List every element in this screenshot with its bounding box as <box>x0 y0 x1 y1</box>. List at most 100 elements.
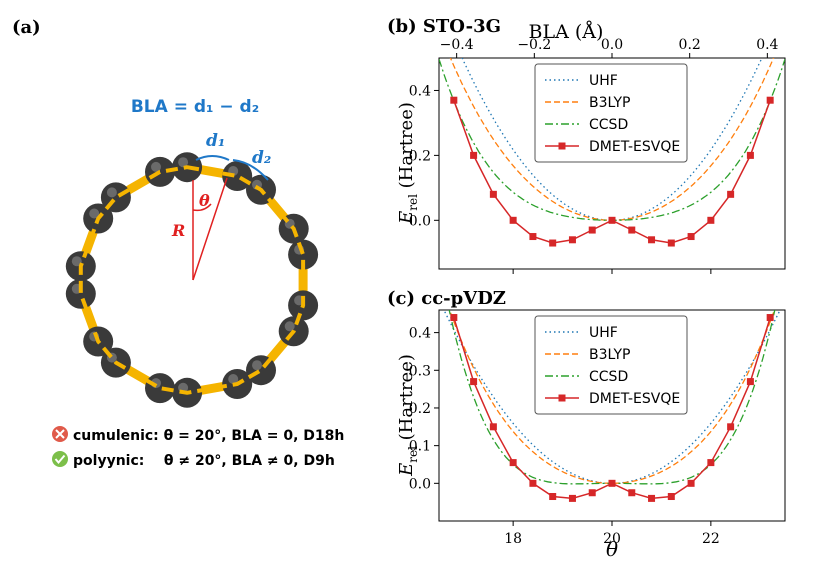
series-line-uhf <box>443 310 781 484</box>
panel-b-title: (b) STO-3G <box>387 16 501 37</box>
x-tick-label: 22 <box>702 531 720 547</box>
angle-line <box>192 177 228 281</box>
data-point-dmet-esvqe <box>687 479 695 487</box>
data-point-dmet-esvqe <box>568 494 576 502</box>
y-tick-label: 0.3 <box>409 363 431 379</box>
top-xaxis-label: BLA (Å) <box>529 21 604 43</box>
d2-bracket <box>232 159 269 181</box>
atom-highlight <box>89 208 100 219</box>
data-point-dmet-esvqe <box>746 151 754 159</box>
data-point-dmet-esvqe <box>667 493 675 501</box>
data-point-dmet-esvqe <box>628 489 636 497</box>
plot-area <box>443 310 781 502</box>
d1-bracket <box>195 155 230 161</box>
data-point-dmet-esvqe <box>470 151 478 159</box>
d1-label: d₁ <box>206 131 225 151</box>
cross-mark <box>55 429 65 439</box>
bla-formula: BLA = d₁ − d₂ <box>131 97 259 117</box>
y-tick-label: 0.4 <box>409 326 431 342</box>
panel-c-title: (c) cc-pVDZ <box>387 288 506 309</box>
data-point-dmet-esvqe <box>766 314 774 322</box>
check-icon <box>52 451 68 467</box>
theta-label: θ <box>199 191 210 210</box>
panel-a: (a) BLA = d₁ − d₂ d₁ d₂ θ R cumulenic: θ… <box>12 17 344 469</box>
data-point-dmet-esvqe <box>549 493 557 501</box>
data-point-dmet-esvqe <box>588 489 596 497</box>
data-point-dmet-esvqe <box>450 96 458 104</box>
data-point-dmet-esvqe <box>628 226 636 234</box>
y-tick-label: 0.2 <box>409 401 431 417</box>
bond-dashes <box>78 165 306 395</box>
atom-highlight <box>252 360 262 371</box>
data-point-dmet-esvqe <box>509 459 517 467</box>
legend-label: B3LYP <box>589 347 630 363</box>
y-tick-label: 0.0 <box>409 476 431 492</box>
top-x-tick-label: −0.2 <box>517 37 551 53</box>
data-point-dmet-esvqe <box>608 479 616 487</box>
legend-box <box>534 63 688 163</box>
data-point-dmet-esvqe <box>509 216 517 224</box>
angle-arc <box>192 203 212 212</box>
data-point-dmet-esvqe <box>549 239 557 247</box>
data-point-dmet-esvqe <box>667 239 675 247</box>
legend-marker <box>558 394 566 402</box>
y-axis-label-b: Erel (Hartree) <box>396 102 420 225</box>
data-point-dmet-esvqe <box>470 378 478 386</box>
atom-highlight <box>106 187 117 198</box>
legend: UHF B3LYP CCSD DMET-ESVQE <box>534 315 688 415</box>
data-point-dmet-esvqe <box>489 190 497 198</box>
series-line-uhf <box>461 58 763 221</box>
d2-label: d₂ <box>252 148 271 168</box>
data-point-dmet-esvqe <box>648 236 656 244</box>
r-label: R <box>171 221 185 240</box>
data-point-dmet-esvqe <box>727 423 735 431</box>
x-tick-label: 20 <box>603 531 621 547</box>
y-tick-label: 0.2 <box>409 148 431 164</box>
data-point-dmet-esvqe <box>707 459 715 467</box>
data-point-dmet-esvqe <box>746 378 754 386</box>
data-point-dmet-esvqe <box>648 494 656 502</box>
top-x-tick-label: 0.4 <box>756 37 778 53</box>
top-x-tick-label: 0.0 <box>601 37 623 53</box>
atom-highlight <box>151 161 161 172</box>
panel-a-label: (a) <box>12 17 41 38</box>
y-axis-label-c: Erel (Hartree) <box>396 354 420 477</box>
legend-marker <box>558 142 566 150</box>
panel-b-chart: (b) STO-3G BLA (Å) 0.0 0.2 0.4 −0.4 −0.2 0.0 0… <box>387 16 786 274</box>
data-point-dmet-esvqe <box>568 236 576 244</box>
cumulenic-text: cumulenic: θ = 20°, BLA = 0, D18h <box>73 428 344 444</box>
data-point-dmet-esvqe <box>608 216 616 224</box>
y-tick-label: 0.4 <box>409 83 431 99</box>
legend-label: DMET-ESVQE <box>589 391 680 407</box>
data-point-dmet-esvqe <box>529 479 537 487</box>
carbon-ring <box>65 152 319 408</box>
atom-highlight <box>228 374 239 384</box>
legend-label: DMET-ESVQE <box>589 139 680 155</box>
panel-c-chart: (c) cc-pVDZ 0.0 0.1 0.2 0.3 0.4 18 20 22 UHF B3LY… <box>387 288 786 561</box>
x-tick-label: 18 <box>504 531 522 547</box>
legend-label: UHF <box>589 73 618 89</box>
atom-highlight <box>71 256 82 267</box>
plot-area <box>439 58 785 247</box>
top-x-tick-label: −0.4 <box>440 37 474 53</box>
legend-box <box>534 315 688 415</box>
data-point-dmet-esvqe <box>489 423 497 431</box>
y-tick-label: 0.0 <box>409 213 431 229</box>
data-point-dmet-esvqe <box>588 226 596 234</box>
data-point-dmet-esvqe <box>450 314 458 322</box>
x-axis-label-c: θ <box>606 537 618 561</box>
legend: UHF B3LYP CCSD DMET-ESVQE <box>534 63 688 163</box>
legend-label: B3LYP <box>589 95 630 111</box>
legend-label: CCSD <box>589 117 628 133</box>
legend-label: CCSD <box>589 369 628 385</box>
top-x-tick-label: 0.2 <box>679 37 701 53</box>
legend-label: UHF <box>589 325 618 341</box>
atom-highlight <box>284 321 295 332</box>
data-point-dmet-esvqe <box>727 190 735 198</box>
polyynic-text: polyynic: θ ≠ 20°, BLA ≠ 0, D9h <box>73 453 335 469</box>
atom-highlight <box>178 157 189 168</box>
data-point-dmet-esvqe <box>766 96 774 104</box>
y-tick-label: 0.1 <box>409 439 431 455</box>
data-point-dmet-esvqe <box>687 233 695 241</box>
